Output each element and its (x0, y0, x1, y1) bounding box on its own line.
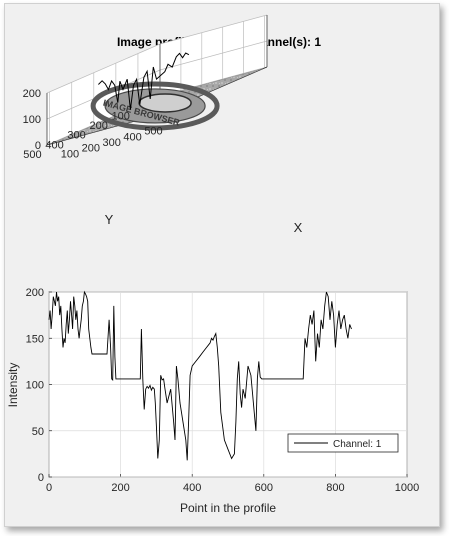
x-tick-label: 200 (82, 143, 100, 155)
y-tick-label: 200 (90, 120, 108, 132)
series-line-channel-1 (48, 290, 352, 461)
y-tick-label-2d: 200 (26, 287, 44, 299)
x-tick-label: 500 (144, 126, 162, 138)
surface-profile-axes: Image profile for color channel(s): 1 IM… (23, 14, 321, 235)
y-tick-label: 300 (67, 130, 85, 142)
surface-emblem-ring (90, 81, 220, 131)
profile-line-3d-path (98, 52, 190, 110)
series-channel-1 (48, 290, 352, 461)
legend-box (287, 433, 399, 453)
profile-line-3d (98, 52, 190, 110)
figure-window: Image profile for color channel(s): 1 IM… (4, 3, 440, 527)
grid-lines (48, 291, 408, 478)
y-tick-label-2d: 100 (26, 380, 44, 392)
image-surface: IMAGE BROWSER (51, 68, 263, 144)
z-tick-label: 200 (23, 88, 41, 100)
x-tick-label-2d: 0 (46, 482, 52, 494)
figure-canvas: Image profile for color channel(s): 1 IM… (6, 14, 419, 515)
y-axis-label: Y (105, 212, 114, 227)
legend: Channel: 1 (287, 433, 399, 453)
x-tick-label-2d: 600 (255, 482, 273, 494)
z-grid-x-wall (159, 14, 268, 45)
y-tick-label-2d: 0 (38, 472, 44, 484)
z-grid-x-wall (159, 40, 268, 71)
legend-entry-channel-1: Channel: 1 (333, 439, 382, 450)
x-tick-label-2d: 400 (183, 482, 201, 494)
x-tick-label: 100 (61, 148, 79, 160)
x-axis-label: X (294, 220, 303, 235)
intensity-profile-axes: 0 200 400 600 800 1000 0 50 100 150 200 Point in t… (6, 287, 419, 515)
y-tick-label-2d: 150 (26, 333, 44, 345)
y-tick-label: 500 (23, 149, 41, 161)
y-tick-label-2d: 50 (32, 426, 44, 438)
z-tick-label: 100 (23, 114, 41, 126)
x-tick-label-2d: 800 (326, 482, 344, 494)
z-tick-label: 0 (35, 140, 41, 152)
x-tick-label: 400 (123, 131, 141, 143)
tick-labels: 0 200 400 600 800 1000 0 50 100 150 200 (26, 287, 420, 494)
y-axis-label-2d: Intensity (6, 363, 20, 408)
x-tick-label: 300 (103, 137, 121, 149)
y-tick-label: 400 (45, 139, 63, 151)
z-grid-y-wall (46, 43, 161, 94)
x-tick-label-2d: 200 (111, 482, 129, 494)
x-axis-label-2d: Point in the profile (180, 501, 276, 515)
y-tick-label: 100 (112, 111, 130, 123)
surface-emblem-center (138, 93, 192, 113)
x-tick-label-2d: 1000 (395, 482, 419, 494)
